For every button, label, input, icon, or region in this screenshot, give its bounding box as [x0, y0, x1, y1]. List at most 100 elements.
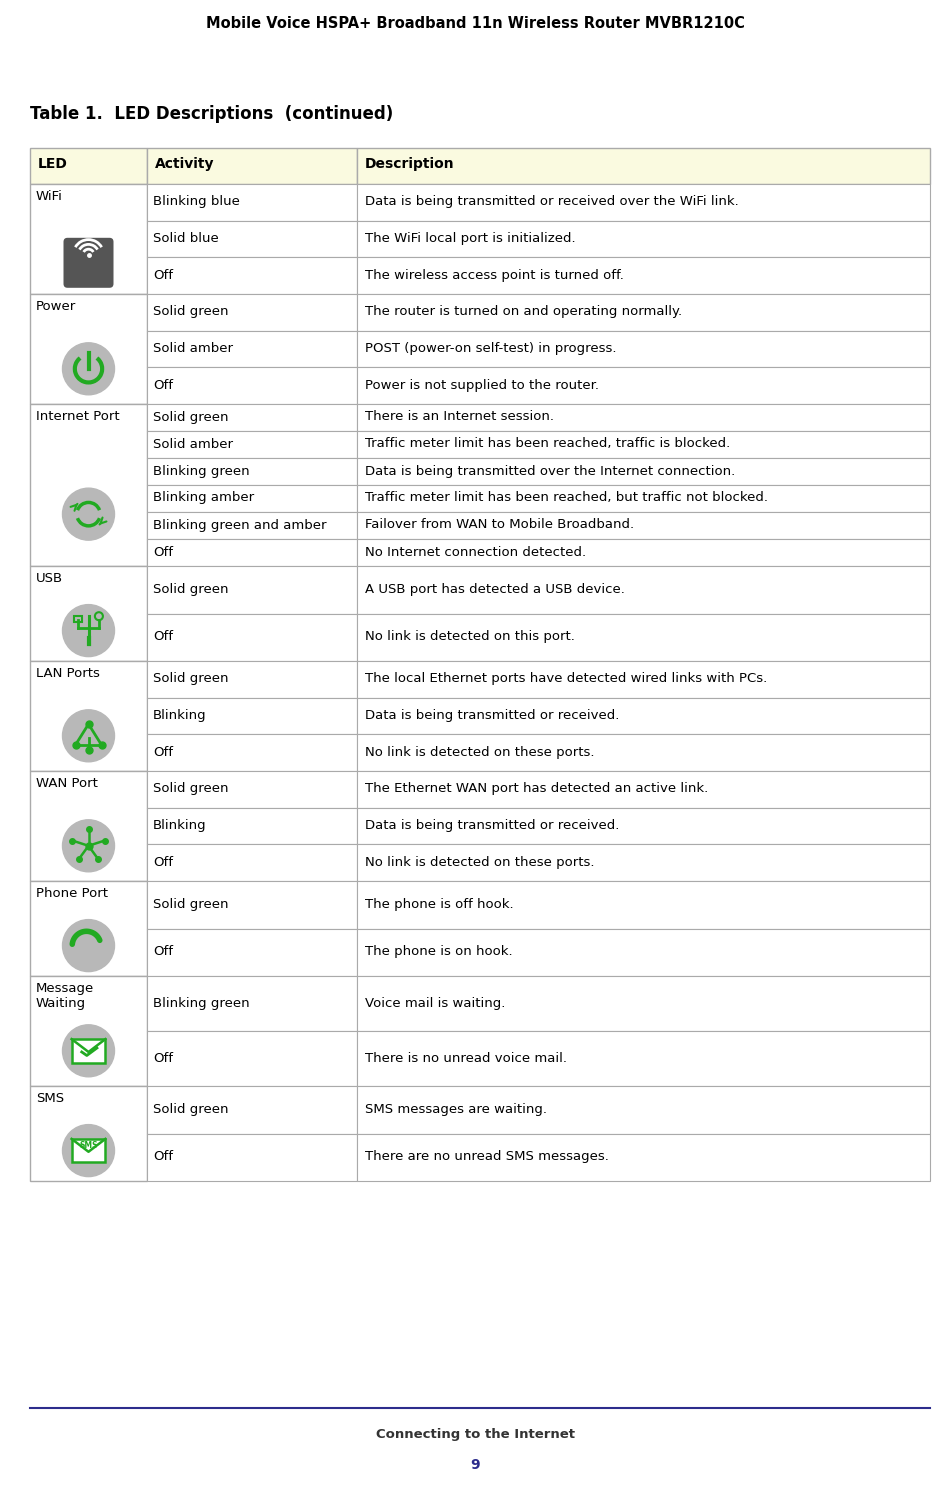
Bar: [357, 1086, 930, 1134]
Text: SMS: SMS: [79, 1141, 98, 1150]
Text: No link is detected on this port.: No link is detected on this port.: [365, 630, 575, 644]
Bar: [357, 403, 930, 430]
Text: USB: USB: [36, 572, 63, 586]
Text: Data is being transmitted over the Internet connection.: Data is being transmitted over the Inter…: [365, 465, 735, 478]
Text: Solid green: Solid green: [153, 305, 229, 318]
Bar: [357, 430, 930, 459]
Bar: [30, 566, 147, 660]
Text: Off: Off: [153, 1150, 173, 1164]
Text: LED: LED: [38, 157, 67, 170]
Text: Off: Off: [153, 630, 173, 644]
Bar: [147, 771, 357, 808]
Circle shape: [63, 605, 115, 656]
Bar: [30, 148, 147, 184]
Text: Data is being transmitted or received.: Data is being transmitted or received.: [365, 819, 619, 832]
Text: Activity: Activity: [155, 157, 215, 170]
Bar: [30, 771, 147, 881]
Bar: [357, 614, 930, 660]
Text: Power is not supplied to the router.: Power is not supplied to the router.: [365, 378, 599, 391]
Text: Off: Off: [153, 269, 173, 282]
Bar: [357, 1134, 930, 1180]
Bar: [147, 660, 357, 698]
Bar: [74, 616, 82, 622]
Text: SMS messages are waiting.: SMS messages are waiting.: [365, 1103, 547, 1116]
Text: Description: Description: [365, 157, 455, 170]
Bar: [147, 459, 357, 486]
Text: Off: Off: [153, 856, 173, 868]
Bar: [147, 512, 357, 539]
Bar: [147, 928, 357, 976]
Text: No Internet connection detected.: No Internet connection detected.: [365, 545, 586, 559]
Bar: [357, 459, 930, 486]
Circle shape: [63, 1025, 115, 1077]
Text: Blinking amber: Blinking amber: [153, 492, 255, 505]
Bar: [147, 614, 357, 660]
Text: Solid green: Solid green: [153, 583, 229, 596]
Text: Data is being transmitted or received over the WiFi link.: Data is being transmitted or received ov…: [365, 196, 739, 208]
Text: Off: Off: [153, 545, 173, 559]
Text: Blinking: Blinking: [153, 819, 207, 832]
Bar: [147, 486, 357, 512]
Bar: [147, 330, 357, 368]
Bar: [71, 1138, 105, 1162]
Bar: [30, 660, 147, 771]
Bar: [357, 660, 930, 698]
Circle shape: [63, 710, 115, 762]
Bar: [357, 539, 930, 566]
Text: Solid green: Solid green: [153, 411, 229, 423]
Text: LAN Ports: LAN Ports: [36, 666, 100, 680]
Text: 9: 9: [470, 1458, 480, 1472]
Text: The phone is off hook.: The phone is off hook.: [365, 898, 514, 911]
Bar: [147, 881, 357, 928]
Bar: [30, 881, 147, 976]
Bar: [357, 368, 930, 403]
Text: Traffic meter limit has been reached, but traffic not blocked.: Traffic meter limit has been reached, bu…: [365, 492, 768, 505]
Text: Blinking blue: Blinking blue: [153, 196, 239, 208]
Text: Power: Power: [36, 300, 76, 314]
Bar: [357, 735, 930, 771]
Text: SMS: SMS: [36, 1092, 65, 1106]
Text: Blinking green: Blinking green: [153, 996, 250, 1010]
Bar: [357, 928, 930, 976]
Bar: [30, 403, 147, 566]
Bar: [147, 1134, 357, 1180]
Text: Solid blue: Solid blue: [153, 232, 219, 245]
Text: The WiFi local port is initialized.: The WiFi local port is initialized.: [365, 232, 576, 245]
Circle shape: [63, 489, 115, 541]
FancyBboxPatch shape: [64, 238, 113, 288]
Text: There are no unread SMS messages.: There are no unread SMS messages.: [365, 1150, 609, 1164]
Bar: [357, 844, 930, 881]
Bar: [357, 221, 930, 257]
Bar: [357, 257, 930, 294]
Text: POST (power-on self-test) in progress.: POST (power-on self-test) in progress.: [365, 342, 617, 356]
Text: Internet Port: Internet Port: [36, 409, 120, 423]
Text: No link is detected on these ports.: No link is detected on these ports.: [365, 856, 595, 868]
Bar: [30, 184, 147, 294]
Bar: [357, 1031, 930, 1086]
Text: Table 1.  LED Descriptions  (continued): Table 1. LED Descriptions (continued): [30, 105, 393, 123]
Text: The phone is on hook.: The phone is on hook.: [365, 946, 513, 958]
Text: Solid amber: Solid amber: [153, 438, 233, 451]
Circle shape: [63, 920, 115, 971]
Bar: [357, 294, 930, 330]
Bar: [147, 257, 357, 294]
Bar: [147, 844, 357, 881]
Text: There is an Internet session.: There is an Internet session.: [365, 411, 554, 423]
Text: Solid amber: Solid amber: [153, 342, 233, 356]
Text: Traffic meter limit has been reached, traffic is blocked.: Traffic meter limit has been reached, tr…: [365, 438, 731, 451]
Bar: [30, 1086, 147, 1180]
Bar: [357, 881, 930, 928]
Bar: [147, 1031, 357, 1086]
Bar: [147, 368, 357, 403]
Bar: [147, 221, 357, 257]
Text: Failover from WAN to Mobile Broadband.: Failover from WAN to Mobile Broadband.: [365, 518, 635, 532]
Bar: [147, 148, 357, 184]
Text: The local Ethernet ports have detected wired links with PCs.: The local Ethernet ports have detected w…: [365, 672, 768, 686]
Text: Blinking: Blinking: [153, 710, 207, 722]
Bar: [147, 735, 357, 771]
Text: Data is being transmitted or received.: Data is being transmitted or received.: [365, 710, 619, 722]
Bar: [357, 566, 930, 614]
Text: Solid green: Solid green: [153, 672, 229, 686]
Bar: [357, 976, 930, 1031]
Text: Off: Off: [153, 946, 173, 958]
